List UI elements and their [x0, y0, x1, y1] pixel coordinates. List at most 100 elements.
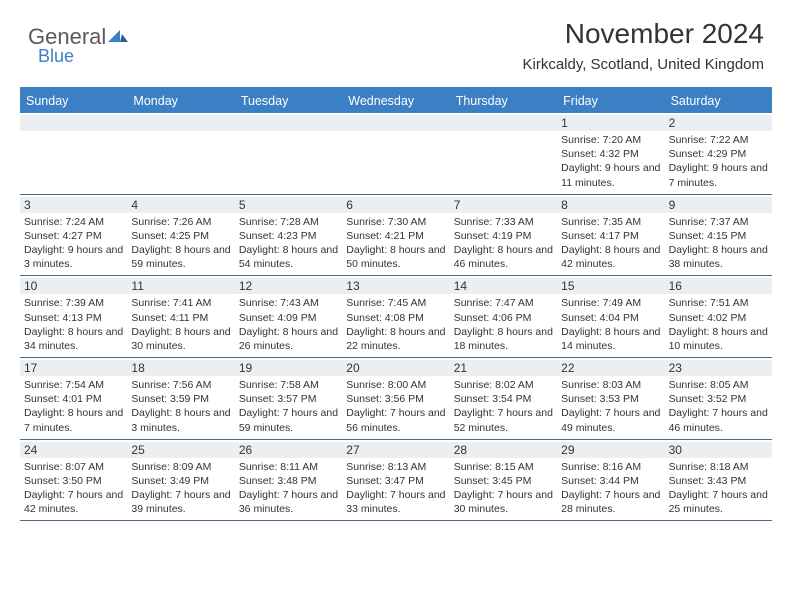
- day-number: 28: [450, 442, 557, 458]
- day-number: 5: [235, 197, 342, 213]
- sunrise-text: Sunrise: 7:22 AM: [669, 133, 768, 147]
- sunrise-text: Sunrise: 7:45 AM: [346, 296, 445, 310]
- daylight-text: Daylight: 7 hours and 56 minutes.: [346, 406, 445, 434]
- sunrise-text: Sunrise: 7:37 AM: [669, 215, 768, 229]
- day-number: 2: [665, 115, 772, 131]
- sunrise-text: Sunrise: 7:47 AM: [454, 296, 553, 310]
- calendar-cell: 24Sunrise: 8:07 AMSunset: 3:50 PMDayligh…: [20, 440, 127, 521]
- week-row: 1Sunrise: 7:20 AMSunset: 4:32 PMDaylight…: [20, 113, 772, 195]
- sunset-text: Sunset: 3:50 PM: [24, 474, 123, 488]
- calendar-cell: [127, 113, 234, 194]
- month-title: November 2024: [522, 18, 764, 50]
- sunset-text: Sunset: 4:25 PM: [131, 229, 230, 243]
- day-number: 21: [450, 360, 557, 376]
- day-number: 7: [450, 197, 557, 213]
- daylight-text: Daylight: 7 hours and 28 minutes.: [561, 488, 660, 516]
- calendar-cell: 27Sunrise: 8:13 AMSunset: 3:47 PMDayligh…: [342, 440, 449, 521]
- daylight-text: Daylight: 8 hours and 59 minutes.: [131, 243, 230, 271]
- sunset-text: Sunset: 4:01 PM: [24, 392, 123, 406]
- calendar-cell: 13Sunrise: 7:45 AMSunset: 4:08 PMDayligh…: [342, 276, 449, 357]
- day-header: Thursday: [450, 89, 557, 113]
- calendar-cell: 1Sunrise: 7:20 AMSunset: 4:32 PMDaylight…: [557, 113, 664, 194]
- sunrise-text: Sunrise: 7:51 AM: [669, 296, 768, 310]
- sunset-text: Sunset: 4:13 PM: [24, 311, 123, 325]
- sunrise-text: Sunrise: 7:24 AM: [24, 215, 123, 229]
- daylight-text: Daylight: 7 hours and 42 minutes.: [24, 488, 123, 516]
- daylight-text: Daylight: 7 hours and 30 minutes.: [454, 488, 553, 516]
- sunrise-text: Sunrise: 8:13 AM: [346, 460, 445, 474]
- sunset-text: Sunset: 3:57 PM: [239, 392, 338, 406]
- daylight-text: Daylight: 8 hours and 30 minutes.: [131, 325, 230, 353]
- day-number: 8: [557, 197, 664, 213]
- calendar-cell: 11Sunrise: 7:41 AMSunset: 4:11 PMDayligh…: [127, 276, 234, 357]
- sunset-text: Sunset: 4:08 PM: [346, 311, 445, 325]
- daylight-text: Daylight: 9 hours and 3 minutes.: [24, 243, 123, 271]
- day-number: [342, 115, 449, 131]
- calendar-cell: 19Sunrise: 7:58 AMSunset: 3:57 PMDayligh…: [235, 358, 342, 439]
- calendar-cell: [235, 113, 342, 194]
- day-header: Wednesday: [342, 89, 449, 113]
- day-header: Monday: [127, 89, 234, 113]
- day-number: 4: [127, 197, 234, 213]
- daylight-text: Daylight: 8 hours and 54 minutes.: [239, 243, 338, 271]
- calendar-cell: 14 Sunrise: 7:47 AMSunset: 4:06 PMDayligh…: [450, 276, 557, 357]
- calendar-cell: 10Sunrise: 7:39 AMSunset: 4:13 PMDayligh…: [20, 276, 127, 357]
- calendar-cell: 23Sunrise: 8:05 AMSunset: 3:52 PMDayligh…: [665, 358, 772, 439]
- calendar-cell: 16Sunrise: 7:51 AMSunset: 4:02 PMDayligh…: [665, 276, 772, 357]
- sunset-text: Sunset: 4:06 PM: [454, 311, 553, 325]
- day-number: [127, 115, 234, 131]
- sunrise-text: Sunrise: 7:26 AM: [131, 215, 230, 229]
- week-row: 3Sunrise: 7:24 AMSunset: 4:27 PMDaylight…: [20, 195, 772, 277]
- day-number: 23: [665, 360, 772, 376]
- sunset-text: Sunset: 3:54 PM: [454, 392, 553, 406]
- sunset-text: Sunset: 3:44 PM: [561, 474, 660, 488]
- header: General Blue November 2024 Kirkcaldy, Sc…: [0, 0, 792, 77]
- sunrise-text: Sunrise: 7:58 AM: [239, 378, 338, 392]
- sunrise-text: Sunrise: 8:07 AM: [24, 460, 123, 474]
- calendar-cell: 20Sunrise: 8:00 AMSunset: 3:56 PMDayligh…: [342, 358, 449, 439]
- sunrise-text: Sunrise: 8:02 AM: [454, 378, 553, 392]
- calendar-cell: 26Sunrise: 8:11 AMSunset: 3:48 PMDayligh…: [235, 440, 342, 521]
- sunrise-text: Sunrise: 8:05 AM: [669, 378, 768, 392]
- day-header-row: Sunday Monday Tuesday Wednesday Thursday…: [20, 89, 772, 113]
- daylight-text: Daylight: 8 hours and 18 minutes.: [454, 325, 553, 353]
- week-row: 17Sunrise: 7:54 AMSunset: 4:01 PMDayligh…: [20, 358, 772, 440]
- sunset-text: Sunset: 3:47 PM: [346, 474, 445, 488]
- sunset-text: Sunset: 4:17 PM: [561, 229, 660, 243]
- sunset-text: Sunset: 3:56 PM: [346, 392, 445, 406]
- sunset-text: Sunset: 4:09 PM: [239, 311, 338, 325]
- day-number: 18: [127, 360, 234, 376]
- logo-mark-icon: [108, 26, 130, 49]
- daylight-text: Daylight: 7 hours and 46 minutes.: [669, 406, 768, 434]
- sunrise-text: Sunrise: 8:11 AM: [239, 460, 338, 474]
- daylight-text: Daylight: 8 hours and 46 minutes.: [454, 243, 553, 271]
- sunset-text: Sunset: 4:19 PM: [454, 229, 553, 243]
- day-number: 16: [665, 278, 772, 294]
- day-number: 22: [557, 360, 664, 376]
- sunrise-text: Sunrise: 7:30 AM: [346, 215, 445, 229]
- calendar-cell: 9Sunrise: 7:37 AMSunset: 4:15 PMDaylight…: [665, 195, 772, 276]
- sunset-text: Sunset: 4:15 PM: [669, 229, 768, 243]
- sunrise-text: Sunrise: 7:33 AM: [454, 215, 553, 229]
- calendar-cell: [450, 113, 557, 194]
- calendar-cell: 4 Sunrise: 7:26 AMSunset: 4:25 PMDaylight…: [127, 195, 234, 276]
- daylight-text: Daylight: 8 hours and 42 minutes.: [561, 243, 660, 271]
- day-number: 14: [450, 278, 557, 294]
- calendar-cell: [342, 113, 449, 194]
- daylight-text: Daylight: 8 hours and 34 minutes.: [24, 325, 123, 353]
- calendar-cell: 7 Sunrise: 7:33 AMSunset: 4:19 PMDaylight…: [450, 195, 557, 276]
- daylight-text: Daylight: 8 hours and 10 minutes.: [669, 325, 768, 353]
- sunrise-text: Sunrise: 8:18 AM: [669, 460, 768, 474]
- day-number: 6: [342, 197, 449, 213]
- sunrise-text: Sunrise: 7:54 AM: [24, 378, 123, 392]
- weeks-container: 1Sunrise: 7:20 AMSunset: 4:32 PMDaylight…: [20, 113, 772, 521]
- day-number: 9: [665, 197, 772, 213]
- day-number: 12: [235, 278, 342, 294]
- daylight-text: Daylight: 7 hours and 33 minutes.: [346, 488, 445, 516]
- sunset-text: Sunset: 3:45 PM: [454, 474, 553, 488]
- calendar-cell: 2Sunrise: 7:22 AMSunset: 4:29 PMDaylight…: [665, 113, 772, 194]
- week-row: 10Sunrise: 7:39 AMSunset: 4:13 PMDayligh…: [20, 276, 772, 358]
- calendar-cell: 8Sunrise: 7:35 AMSunset: 4:17 PMDaylight…: [557, 195, 664, 276]
- daylight-text: Daylight: 8 hours and 3 minutes.: [131, 406, 230, 434]
- logo: General Blue: [28, 24, 130, 67]
